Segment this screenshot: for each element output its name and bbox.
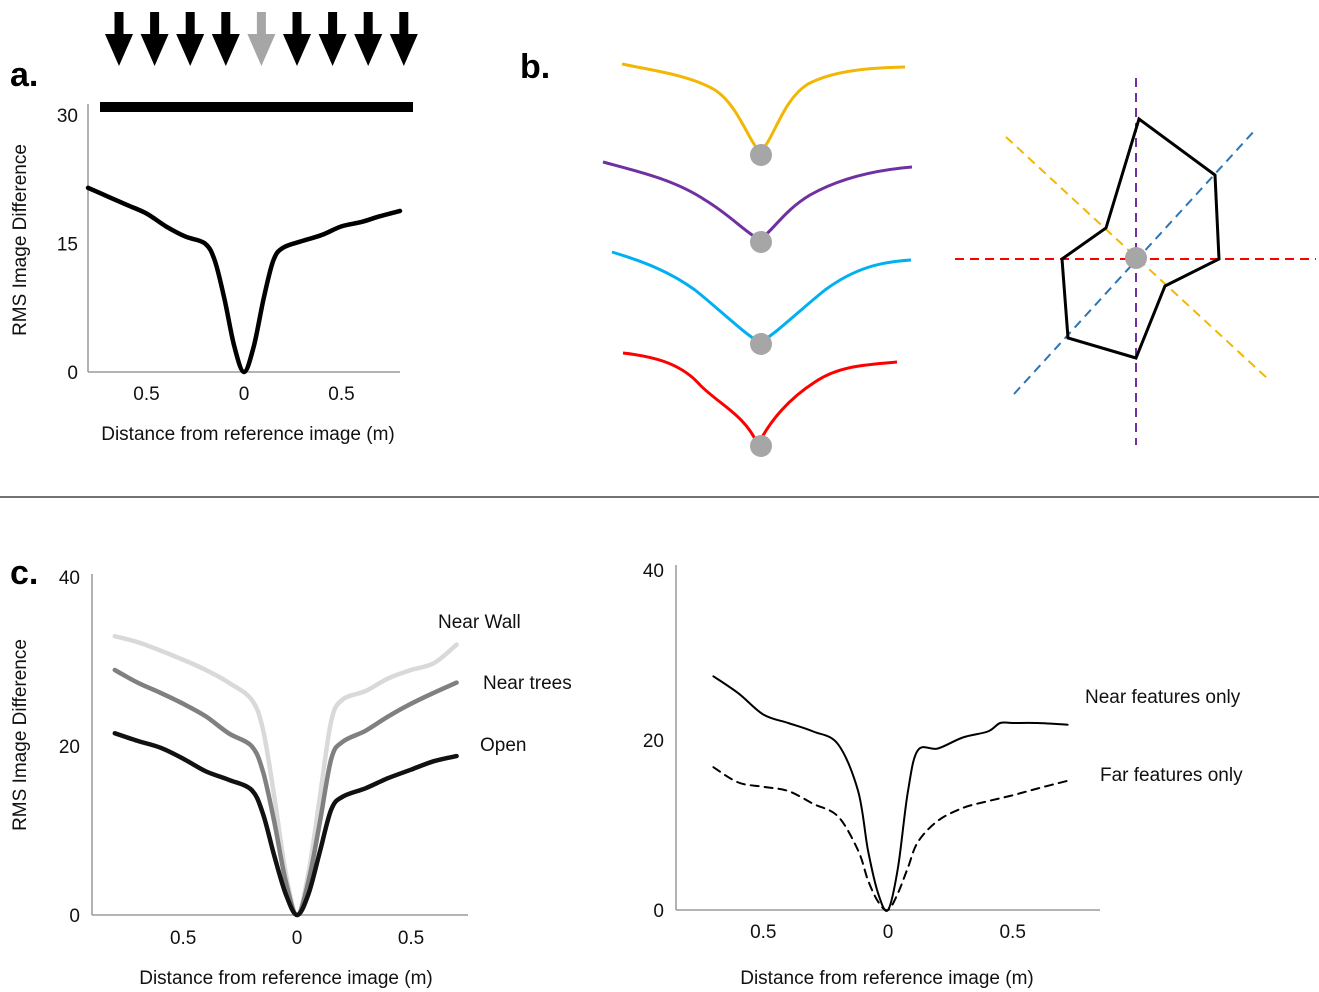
chart-c-right: 0 20 40 0.5 0 0.5 Near features only Far fea… xyxy=(643,561,1243,989)
panel-label-b: b. xyxy=(520,48,550,86)
c-right-y-tick-labels: 0 20 40 xyxy=(643,561,664,922)
chart-a: 0 15 30 0.5 0 0.5 Distance from reference im… xyxy=(10,12,418,445)
sample-arrow xyxy=(140,12,169,66)
series-label-near-wall: Near Wall xyxy=(438,612,521,633)
sample-arrow xyxy=(105,12,133,66)
x-tick-label: 0 xyxy=(883,922,894,943)
a-x-axis-title: Distance from reference image (m) xyxy=(101,424,395,445)
orange-minimum-marker xyxy=(750,144,772,166)
x-tick-label: 0.5 xyxy=(999,922,1025,943)
x-tick-label: 0 xyxy=(239,384,250,405)
center-marker xyxy=(1125,247,1147,269)
sample-arrow xyxy=(389,12,418,66)
x-tick-label: 0.5 xyxy=(398,928,424,949)
arrow-row xyxy=(105,12,418,66)
series-label-near-trees: Near trees xyxy=(483,673,572,694)
series-line-near-features-only xyxy=(712,675,1069,912)
cyan-profile xyxy=(611,250,912,345)
purple-minimum-marker xyxy=(750,231,772,253)
x-tick-label: 0.5 xyxy=(170,928,196,949)
x-tick-label: 0.5 xyxy=(328,384,354,405)
y-tick-label: 0 xyxy=(653,901,664,922)
a-x-tick-labels: 0.5 0 0.5 xyxy=(133,384,354,405)
y-tick-label: 15 xyxy=(57,235,78,256)
x-tick-label: 0.5 xyxy=(750,922,776,943)
sample-arrow xyxy=(211,12,240,66)
c-left-series xyxy=(112,633,459,918)
c-left-y-tick-labels: 0 20 40 xyxy=(59,568,80,927)
panel-b xyxy=(602,62,1316,457)
y-tick-label: 20 xyxy=(59,737,80,758)
series-label-far-features: Far features only xyxy=(1100,765,1243,786)
y-tick-label: 30 xyxy=(57,106,78,127)
series-label-open: Open xyxy=(480,735,526,756)
red-profile xyxy=(622,351,898,449)
sample-arrow xyxy=(283,12,311,66)
red-minimum-marker xyxy=(750,435,772,457)
c-right-series xyxy=(712,675,1069,912)
c-right-x-tick-labels: 0.5 0 0.5 xyxy=(750,922,1026,943)
orange-profile xyxy=(621,62,906,155)
a-y-tick-labels: 0 15 30 xyxy=(57,106,78,384)
c-left-x-tick-labels: 0.5 0 0.5 xyxy=(170,928,424,949)
series-line-far-features-only xyxy=(712,766,1069,912)
series-line-open xyxy=(112,731,459,918)
purple-profile xyxy=(602,160,913,242)
series-line-near-trees xyxy=(112,667,459,918)
y-tick-label: 40 xyxy=(643,561,664,582)
c-left-x-axis-title: Distance from reference image (m) xyxy=(139,968,433,989)
reference-bar xyxy=(100,102,413,112)
y-tick-label: 20 xyxy=(643,731,664,752)
cyan-minimum-marker xyxy=(750,333,772,355)
x-tick-label: 0 xyxy=(292,928,303,949)
a-y-axis-title: RMS Image Difference xyxy=(10,144,31,336)
sample-arrow xyxy=(354,12,383,66)
x-tick-label: 0.5 xyxy=(133,384,159,405)
y-tick-label: 0 xyxy=(69,906,80,927)
series-label-near-features: Near features only xyxy=(1085,687,1241,708)
y-tick-label: 40 xyxy=(59,568,80,589)
sample-arrow xyxy=(318,12,347,66)
c-right-x-axis-title: Distance from reference image (m) xyxy=(740,968,1034,989)
c-left-y-axis-title: RMS Image Difference xyxy=(10,639,31,831)
y-tick-label: 0 xyxy=(67,363,78,384)
panel-label-c: c. xyxy=(10,554,38,592)
radar-polygon xyxy=(1060,116,1221,360)
series-line-curve-0 xyxy=(85,185,403,375)
panel-label-a: a. xyxy=(10,56,38,94)
reference-arrow xyxy=(247,12,276,66)
a-series xyxy=(85,185,403,375)
sample-arrow xyxy=(176,12,205,66)
